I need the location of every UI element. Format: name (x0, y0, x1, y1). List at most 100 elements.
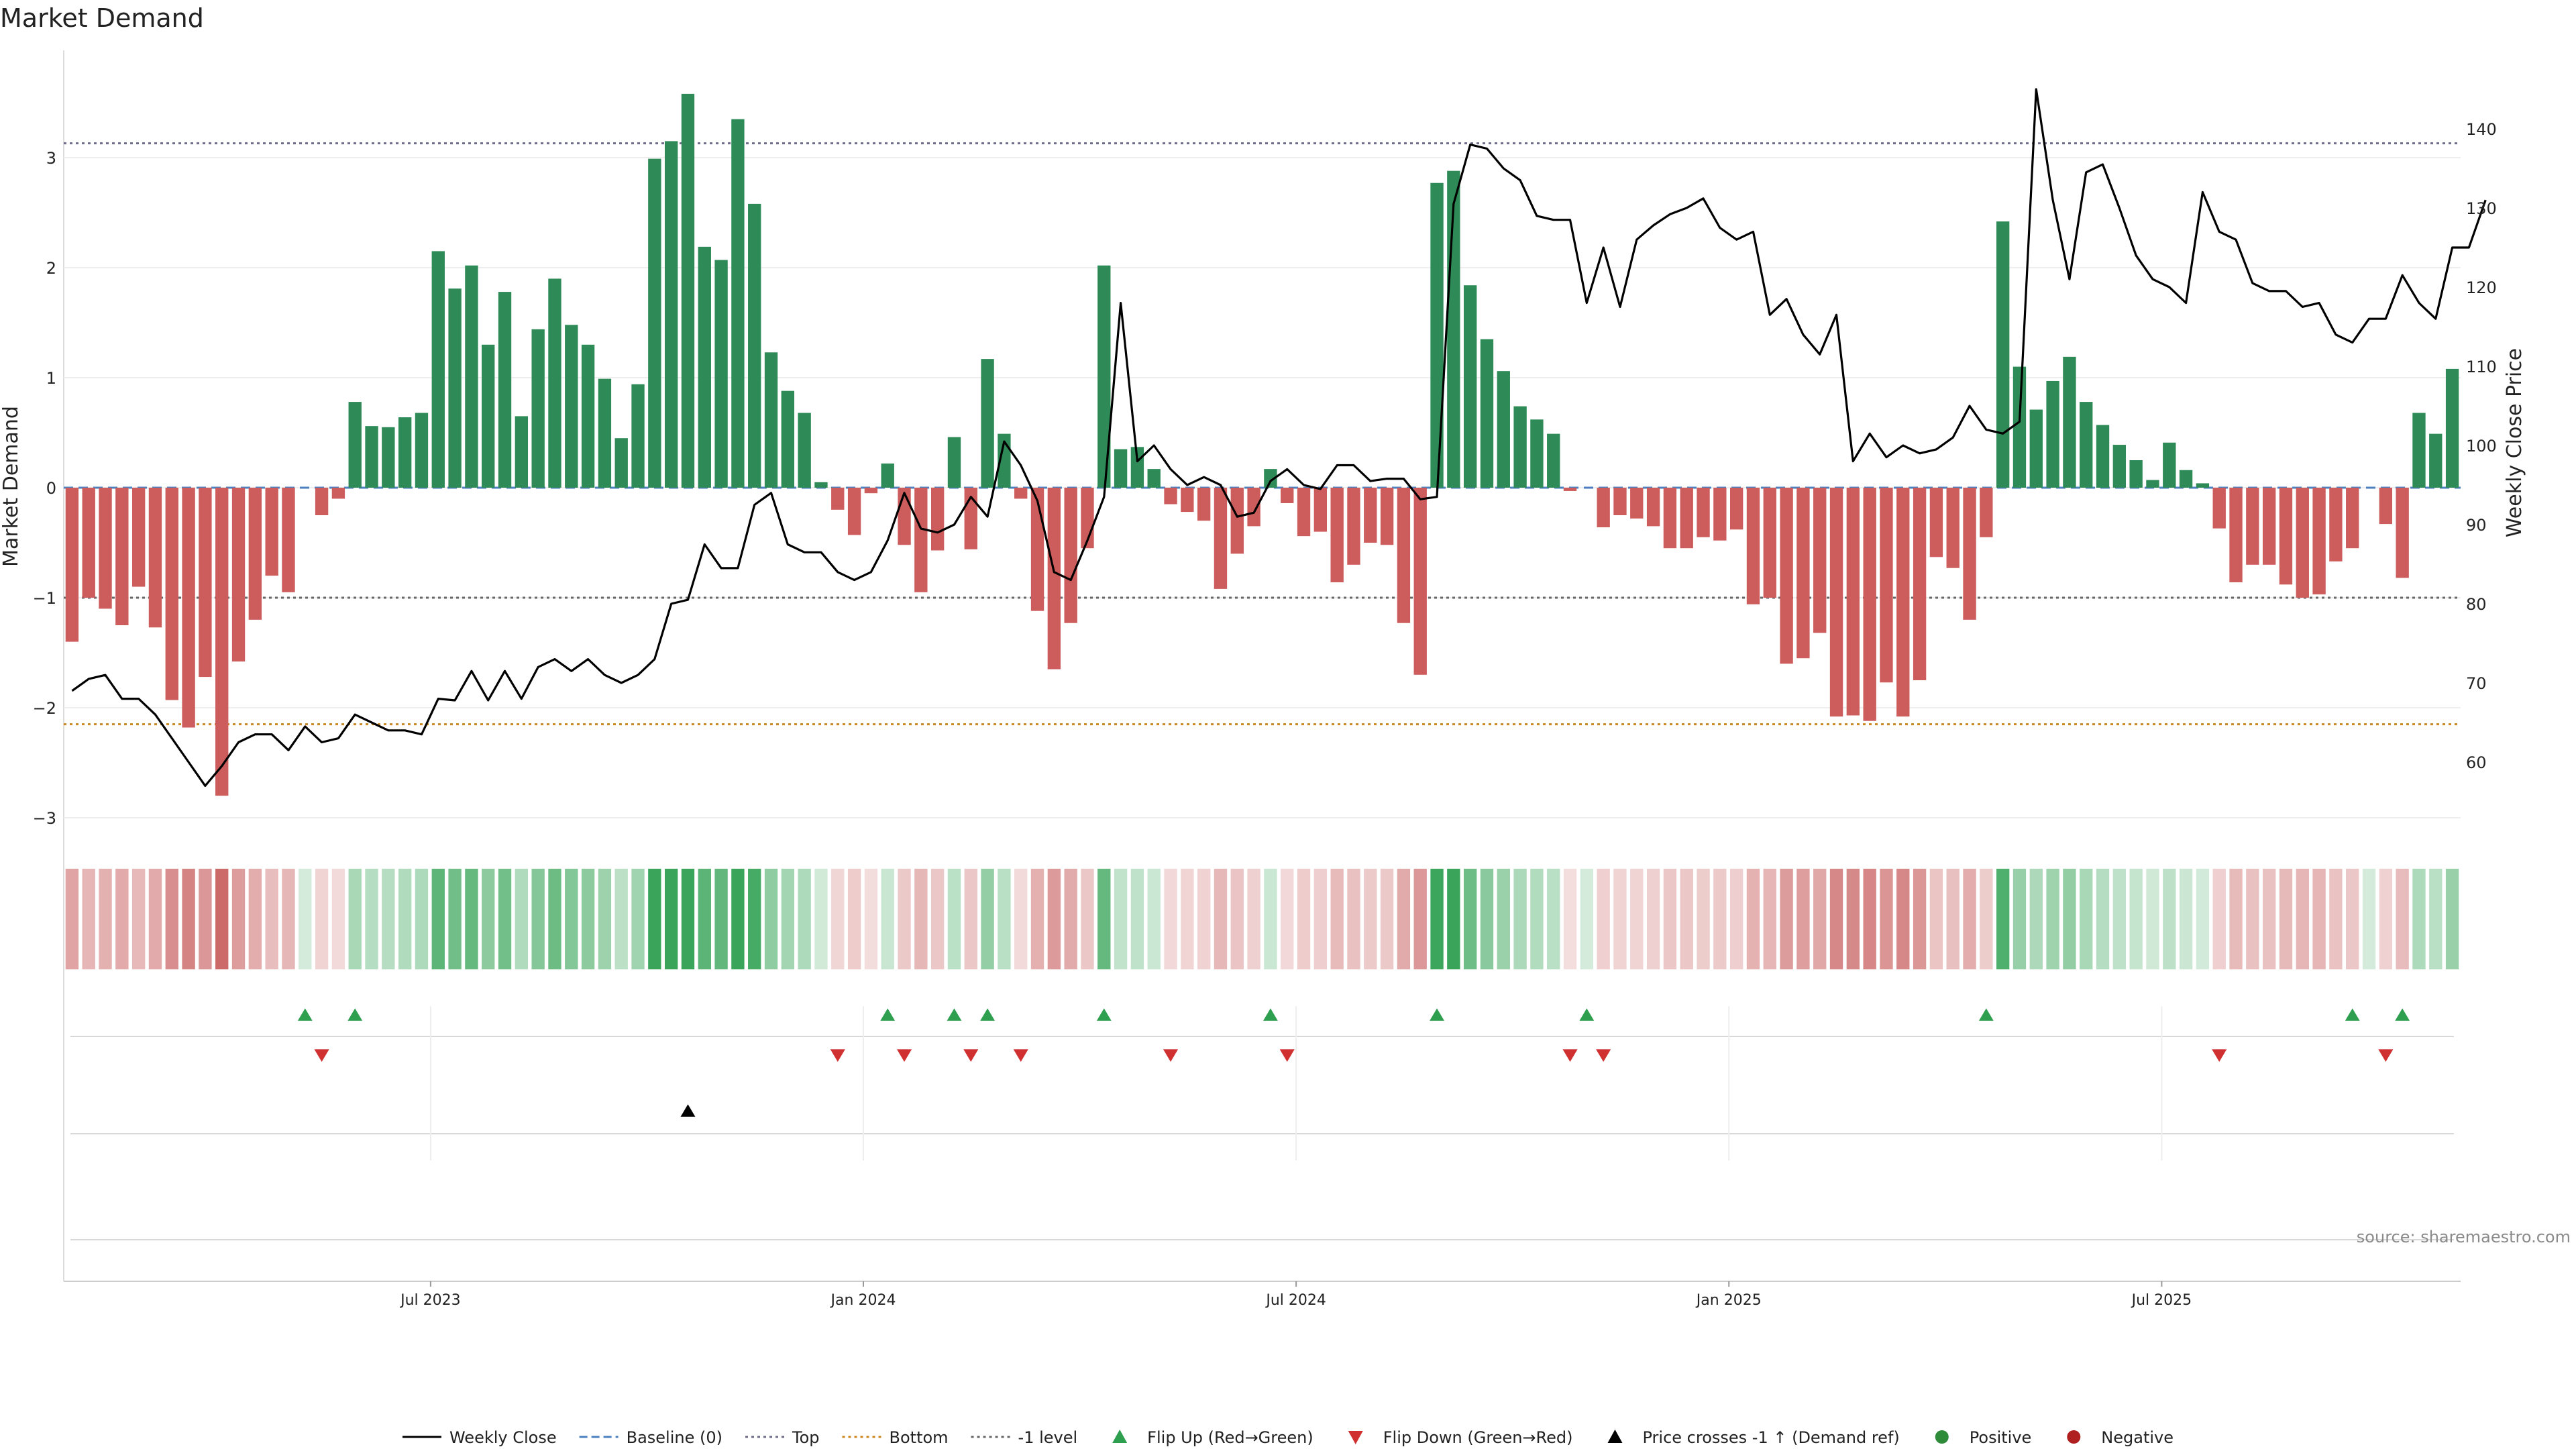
demand-bar (82, 488, 95, 598)
heat-cell (2229, 869, 2243, 969)
demand-bar (1796, 488, 1810, 659)
heat-cell (898, 869, 911, 969)
heat-cell (1780, 869, 1793, 969)
heat-cell (2246, 869, 2259, 969)
heat-cell (1214, 869, 1228, 969)
heat-cell (847, 869, 861, 969)
heat-cell (764, 869, 778, 969)
demand-bar (2296, 488, 2309, 598)
heat-cell (182, 869, 195, 969)
heat-cell (614, 869, 628, 969)
heat-cell (998, 869, 1011, 969)
demand-bar (465, 265, 478, 488)
demand-bar (2112, 445, 2127, 488)
demand-bar (2129, 460, 2143, 488)
heat-cell (1680, 869, 1693, 969)
demand-bar (2196, 483, 2210, 488)
heat-cell (1713, 869, 1727, 969)
demand-bar (248, 488, 262, 620)
heat-cell (148, 869, 162, 969)
legend-swatch (1348, 1431, 1363, 1444)
demand-bar (1330, 488, 1344, 583)
weekly-close-line (71, 88, 2487, 787)
heat-cell (1763, 869, 1776, 969)
heat-cell (1380, 869, 1394, 969)
heat-cell (2412, 869, 2426, 969)
heat-cell (2262, 869, 2276, 969)
demand-bar (199, 488, 212, 678)
heat-cell (1813, 869, 1827, 969)
y-ticks: −3 −2 −1 0 1 2 3 (33, 149, 56, 828)
y2-tick-label: 110 (2466, 358, 2497, 376)
demand-bar (1347, 488, 1360, 565)
flip-down-marker (830, 1049, 845, 1062)
demand-bar (798, 413, 811, 488)
heat-cell (415, 869, 429, 969)
demand-bar (1380, 488, 1394, 545)
demand-bar (2312, 488, 2326, 595)
heat-cell (1946, 869, 1960, 969)
demand-bar (781, 390, 795, 488)
demand-bar (231, 488, 246, 662)
heat-cell (581, 869, 595, 969)
legend-swatch (1935, 1430, 1949, 1444)
heat-cell (1580, 869, 1594, 969)
heat-cell (2445, 869, 2459, 969)
demand-bar (1164, 488, 1177, 504)
flip-down-marker (1013, 1049, 1028, 1062)
demand-bar (2445, 368, 2459, 488)
demand-bar (565, 325, 578, 488)
demand-bar (382, 427, 395, 488)
flip-up-marker (1096, 1008, 1112, 1021)
demand-bar (182, 488, 195, 728)
heat-cell (1497, 869, 1510, 969)
demand-bar (748, 203, 761, 488)
demand-bar (1313, 488, 1328, 532)
price-cross-marker (680, 1104, 696, 1117)
heat-cell (348, 869, 362, 969)
demand-bar (581, 344, 595, 488)
heat-cell (1980, 869, 1993, 969)
heat-cell (1330, 869, 1344, 969)
x-tick-label: Jan 2025 (1695, 1292, 1762, 1309)
flip-up-marker (1579, 1008, 1595, 1021)
demand-bar (2262, 488, 2276, 565)
demand-bar (548, 278, 561, 488)
demand-bar (814, 482, 828, 488)
heat-cell (1430, 869, 1444, 969)
legend: Weekly Close Baseline (0) Top Bottom -1 leve… (402, 1428, 2174, 1447)
demand-bar (1563, 488, 1577, 491)
flip-up-marker (1263, 1008, 1278, 1021)
demand-bar (1597, 488, 1610, 528)
demand-bar (2379, 488, 2393, 525)
heat-cell (947, 869, 961, 969)
demand-bar (1946, 488, 1960, 568)
heat-cell (1064, 869, 1077, 969)
demand-bar (681, 93, 695, 488)
heat-cell (1697, 869, 1710, 969)
heat-cell (1281, 869, 1294, 969)
legend-item: Price crosses -1 ↑ (Demand ref) (1607, 1428, 1900, 1447)
demand-bar (148, 488, 162, 628)
demand-bar (664, 141, 678, 488)
y2-tick-label: 140 (2466, 120, 2497, 139)
heat-cell (964, 869, 977, 969)
heat-cell (398, 869, 412, 969)
flip-down-marker (1279, 1049, 1295, 1062)
demand-bar (1463, 285, 1477, 488)
flip-down-marker (2212, 1049, 2227, 1062)
heat-cell (1963, 869, 1976, 969)
demand-bar (881, 463, 894, 488)
demand-bar (2279, 488, 2293, 585)
y-tick-label: −2 (33, 699, 56, 718)
heat-cell (2129, 869, 2143, 969)
flip-up-marker (2345, 1008, 2360, 1021)
heat-cell (1880, 869, 1893, 969)
heat-cell (1447, 869, 1460, 969)
demand-bar (2012, 366, 2027, 488)
legend-label: Top (792, 1428, 820, 1447)
x-tick-label: Jul 2023 (399, 1292, 461, 1309)
legend-item: Negative (2067, 1428, 2174, 1447)
heat-cell (881, 869, 894, 969)
